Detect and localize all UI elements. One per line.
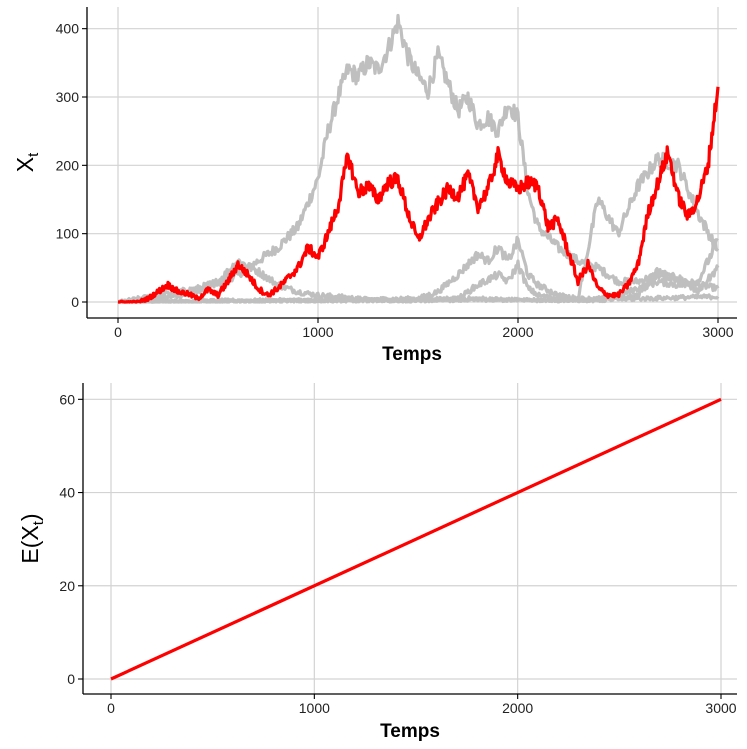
bottom-x-tick-label-0: 0 [107, 700, 115, 716]
background-path-0 [117, 13, 720, 304]
top-x-tick-label-1: 1000 [302, 324, 333, 340]
bottom-y-axis-title-base: E(X [17, 525, 43, 563]
top-y-tick-label-3: 300 [56, 89, 80, 105]
top-y-tick-label-0: 0 [71, 294, 79, 310]
top-x-tick-label-0: 0 [114, 324, 122, 340]
bottom-y-tick-label-1: 20 [59, 578, 75, 594]
bottom-x-tick-label-3: 3000 [705, 700, 736, 716]
top-x-tick-label-2: 2000 [502, 324, 533, 340]
top-grid [87, 7, 737, 318]
top-background-paths [117, 13, 720, 304]
top-y-ticks: 0 100 200 300 400 [56, 21, 87, 310]
top-y-tick-label-1: 100 [56, 226, 80, 242]
bottom-y-axis-title-end: ) [17, 513, 43, 521]
expectation-line-0 [110, 397, 722, 681]
panel-sample-paths: 0 1000 2000 3000 0 100 200 300 400 Temps Xt [12, 7, 737, 365]
bottom-x-axis-title: Temps [380, 721, 440, 742]
bottom-y-tick-label-3: 60 [59, 391, 75, 407]
panel-expectation: 0 1000 2000 3000 0 20 40 60 Temps E(Xt) [17, 383, 737, 742]
bottom-grid [83, 383, 737, 694]
top-highlight-path [117, 86, 720, 304]
top-y-axis-title-base: X [12, 157, 38, 172]
background-path-4 [117, 293, 720, 304]
bottom-y-axis-title-sub: t [30, 520, 47, 525]
top-x-ticks: 0 1000 2000 3000 [114, 318, 734, 340]
bottom-y-tick-label-2: 40 [59, 485, 75, 501]
bottom-x-ticks: 0 1000 2000 3000 [107, 694, 737, 716]
bottom-x-tick-label-1: 1000 [299, 700, 330, 716]
bottom-x-tick-label-2: 2000 [502, 700, 533, 716]
top-y-axis-title: Xt [12, 152, 42, 172]
top-y-tick-label-4: 400 [56, 21, 80, 37]
top-x-axis-title: Temps [382, 344, 442, 365]
top-x-tick-label-3: 3000 [702, 324, 733, 340]
bottom-y-ticks: 0 20 40 60 [59, 391, 83, 687]
highlight-path [117, 86, 720, 304]
top-y-axis-title-sub: t [25, 152, 42, 157]
bottom-series [110, 397, 722, 681]
bottom-y-tick-label-0: 0 [67, 671, 75, 687]
top-y-tick-label-2: 200 [56, 157, 80, 173]
bottom-y-axis-title: E(Xt) [17, 513, 47, 563]
